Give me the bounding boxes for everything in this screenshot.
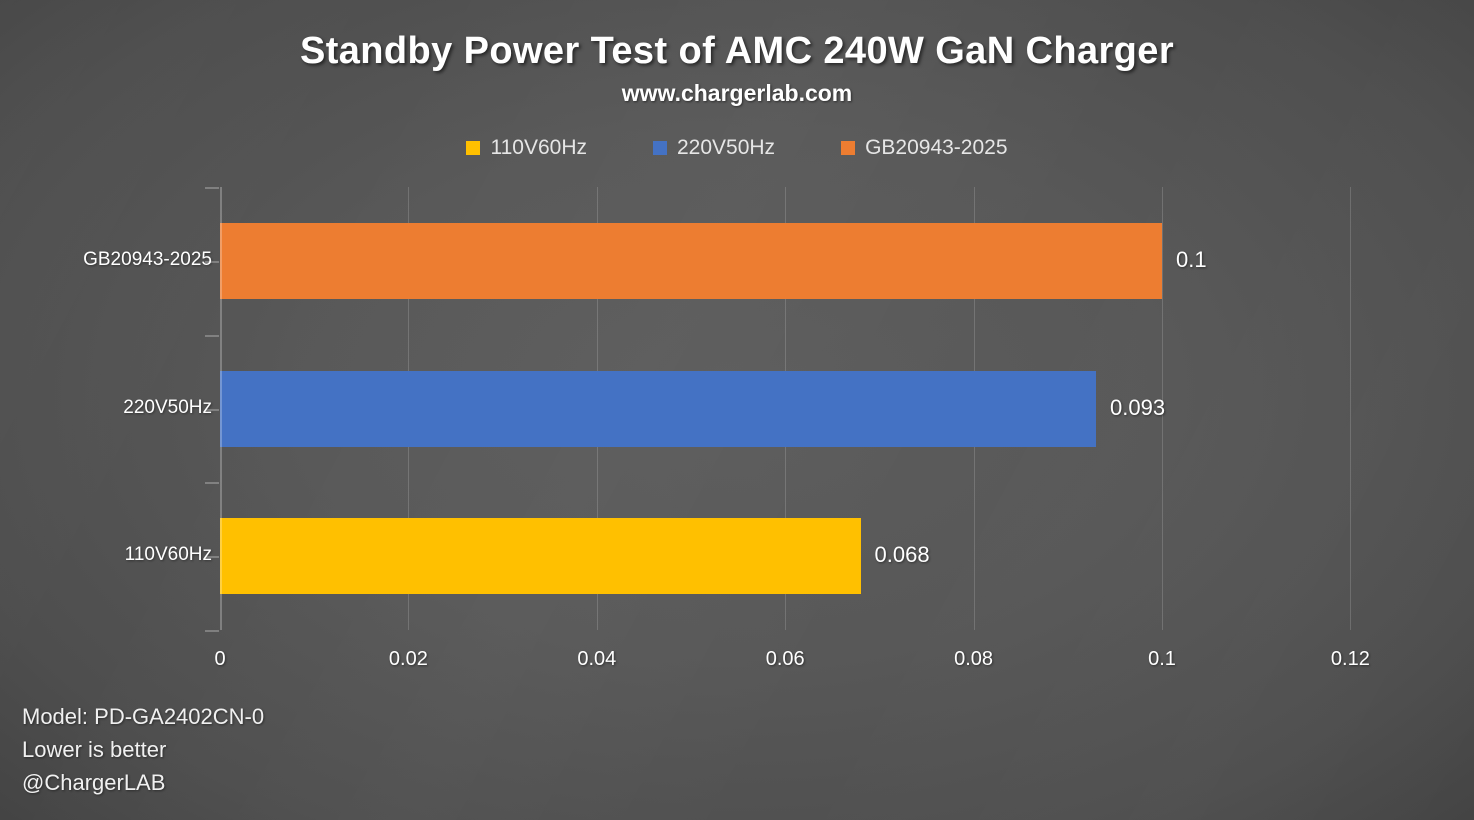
bar[interactable] <box>220 518 861 595</box>
legend-item-label: 110V60Hz <box>490 136 587 159</box>
footnote-line: @ChargerLAB <box>22 770 166 795</box>
bar-value-label: 0.1 <box>1176 246 1207 272</box>
x-tick-label: 0.12 <box>1330 648 1370 670</box>
y-axis-boundary-tick <box>205 334 219 337</box>
chart-footnotes: Model: PD-GA2402CN-0 Lower is better @Char… <box>22 700 264 799</box>
y-axis-tick <box>205 260 219 263</box>
legend-item[interactable]: 110V60Hz <box>466 136 587 160</box>
legend-swatch-icon <box>841 141 856 155</box>
chart-title: Standby Power Test of AMC 240W GaN Charg… <box>299 30 1175 72</box>
x-tick-label: 0.06 <box>765 648 805 670</box>
x-tick-label: 0.08 <box>954 648 994 670</box>
footnote-line: Lower is better <box>22 737 167 762</box>
x-tick-label: 0 <box>214 648 226 670</box>
bar[interactable] <box>220 370 1097 447</box>
x-gridline <box>1350 187 1352 630</box>
legend-swatch-icon <box>652 141 667 155</box>
y-category-label: GB20943-2025 <box>83 248 212 270</box>
chart-subtitle: www.chargerlab.com <box>621 80 853 106</box>
legend-item[interactable]: GB20943-2025 <box>841 136 1008 160</box>
legend-swatch-icon <box>466 141 481 155</box>
bar[interactable] <box>220 222 1162 299</box>
y-axis-tick <box>205 408 219 411</box>
x-tick-label: 0.1 <box>1148 648 1176 670</box>
footnote-line: Model: PD-GA2402CN-0 <box>22 704 265 729</box>
y-axis-line <box>220 187 222 630</box>
x-tick-label: 0.04 <box>577 648 617 670</box>
legend-item[interactable]: 220V50Hz <box>652 136 776 160</box>
y-category-label: 110V60Hz <box>124 544 212 566</box>
y-axis-tick <box>205 556 219 559</box>
legend-item-label: 220V50Hz <box>676 136 776 159</box>
y-axis-boundary-tick <box>205 482 219 485</box>
plot-area <box>220 187 1352 630</box>
x-tick-label: 0.02 <box>388 648 428 670</box>
y-axis-boundary-tick <box>205 630 219 632</box>
y-axis-boundary-tick <box>205 187 219 189</box>
y-category-label: 220V50Hz <box>123 396 212 418</box>
chart-legend: 110V60Hz 220V50Hz GB20943-2025 <box>0 136 1474 160</box>
x-gridline <box>1162 187 1163 630</box>
legend-item-label: GB20943-2025 <box>865 136 1008 159</box>
bar-value-label: 0.093 <box>1110 394 1166 420</box>
bar-value-label: 0.068 <box>874 542 930 568</box>
